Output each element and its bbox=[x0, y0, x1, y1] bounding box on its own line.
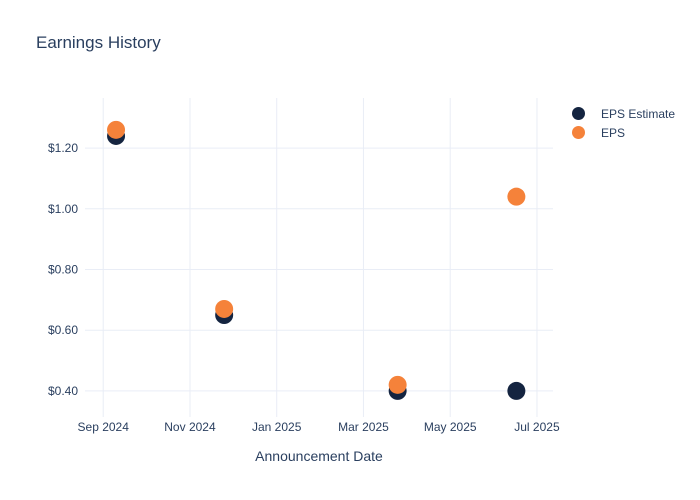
data-point-eps[interactable] bbox=[507, 187, 526, 206]
legend-marker-icon bbox=[572, 107, 585, 120]
data-point-eps[interactable] bbox=[107, 120, 126, 139]
legend-item-eps[interactable]: EPS bbox=[572, 123, 675, 142]
y-tick-label: $0.40 bbox=[48, 384, 78, 398]
y-tick-label: $0.80 bbox=[48, 262, 78, 276]
x-tick-label: Nov 2024 bbox=[164, 420, 216, 434]
legend-item-label: EPS bbox=[601, 125, 626, 140]
legend: EPS Estimate EPS bbox=[572, 104, 675, 142]
y-tick-label: $1.00 bbox=[48, 202, 78, 216]
x-tick-label: Mar 2025 bbox=[338, 420, 389, 434]
data-point-eps[interactable] bbox=[388, 375, 407, 394]
y-tick-label: $0.60 bbox=[48, 323, 78, 337]
x-axis-title: Announcement Date bbox=[255, 448, 383, 464]
y-tick-label: $1.20 bbox=[48, 141, 78, 155]
x-tick-label: Jul 2025 bbox=[514, 420, 560, 434]
data-point-eps-estimate[interactable] bbox=[507, 381, 526, 400]
chart-title: Earnings History bbox=[36, 33, 161, 52]
legend-marker-icon bbox=[572, 126, 585, 139]
x-tick-label: May 2025 bbox=[424, 420, 477, 434]
x-tick-label: Jan 2025 bbox=[252, 420, 302, 434]
data-point-eps[interactable] bbox=[215, 299, 234, 318]
x-tick-label: Sep 2024 bbox=[78, 420, 130, 434]
legend-item-eps-estimate[interactable]: EPS Estimate bbox=[572, 104, 675, 123]
legend-item-label: EPS Estimate bbox=[601, 106, 676, 121]
